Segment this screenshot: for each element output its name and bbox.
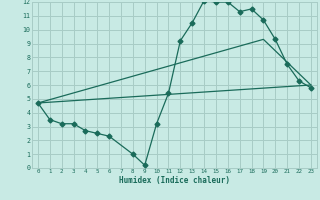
X-axis label: Humidex (Indice chaleur): Humidex (Indice chaleur) <box>119 176 230 185</box>
